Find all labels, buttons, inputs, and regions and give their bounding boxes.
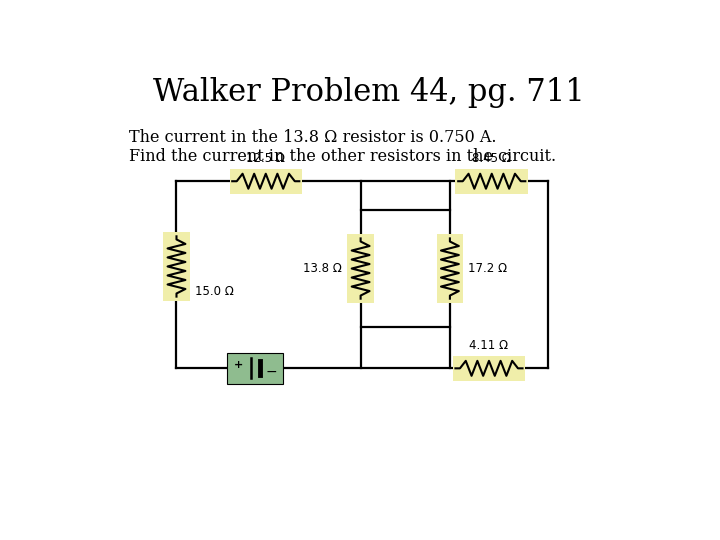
FancyBboxPatch shape bbox=[456, 168, 528, 194]
Text: −: − bbox=[266, 364, 277, 379]
Text: 13.8 Ω: 13.8 Ω bbox=[303, 262, 342, 275]
Text: 15.0 Ω: 15.0 Ω bbox=[195, 285, 234, 298]
FancyBboxPatch shape bbox=[163, 232, 190, 301]
FancyBboxPatch shape bbox=[347, 234, 374, 302]
Text: +: + bbox=[235, 360, 243, 370]
Text: 4.11 Ω: 4.11 Ω bbox=[469, 339, 508, 352]
Text: Find the current in the other resistors in the circuit.: Find the current in the other resistors … bbox=[129, 148, 556, 165]
FancyBboxPatch shape bbox=[230, 168, 302, 194]
FancyBboxPatch shape bbox=[436, 234, 463, 302]
FancyBboxPatch shape bbox=[227, 353, 282, 384]
Text: Walker Problem 44, pg. 711: Walker Problem 44, pg. 711 bbox=[153, 77, 585, 109]
Text: 12.5 Ω: 12.5 Ω bbox=[246, 152, 285, 165]
Text: 8.45 Ω: 8.45 Ω bbox=[472, 152, 511, 165]
FancyBboxPatch shape bbox=[453, 356, 526, 381]
Text: 17.2 Ω: 17.2 Ω bbox=[468, 262, 508, 275]
Text: The current in the 13.8 Ω resistor is 0.750 A.: The current in the 13.8 Ω resistor is 0.… bbox=[129, 129, 497, 146]
